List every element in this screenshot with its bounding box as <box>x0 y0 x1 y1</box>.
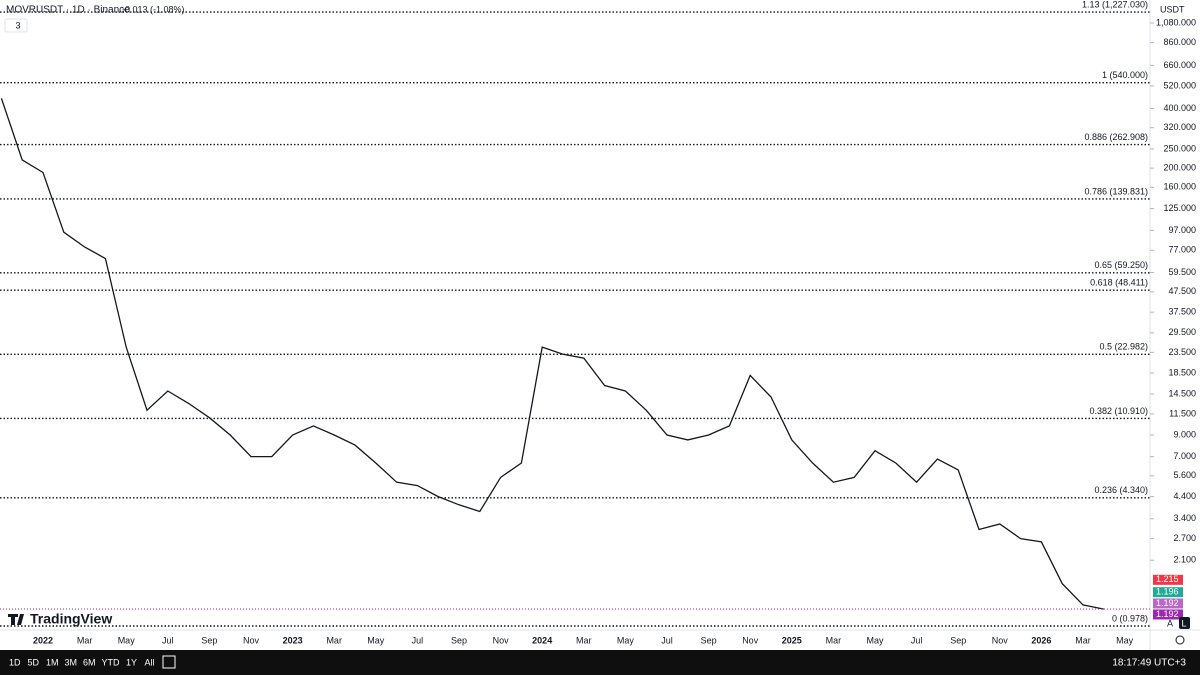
logo: TradingView <box>30 611 112 627</box>
timeframe-button[interactable]: YTD <box>102 657 121 667</box>
y-tick-label: 1,080.000 <box>1156 17 1196 27</box>
fib-label: 1 (540.000) <box>1102 70 1148 80</box>
fib-label: 0.382 (10.910) <box>1089 406 1148 416</box>
fib-label: 0.786 (139.831) <box>1084 186 1148 196</box>
x-tick-label: 2022 <box>33 635 53 645</box>
x-tick-label: Jul <box>412 635 424 645</box>
x-tick-label: 2023 <box>283 635 303 645</box>
y-tick-label: 160.000 <box>1163 182 1196 192</box>
x-tick-label: May <box>367 635 385 645</box>
x-tick-label: Mar <box>326 635 342 645</box>
x-tick-label: Nov <box>992 635 1009 645</box>
x-tick-label: Mar <box>1075 635 1091 645</box>
scale-button-bg[interactable] <box>1179 617 1190 629</box>
price-tag <box>1153 574 1183 585</box>
fib-label: 0.886 (262.908) <box>1084 132 1148 142</box>
y-tick-label: 2.100 <box>1173 555 1196 565</box>
x-tick-label: Nov <box>742 635 759 645</box>
scale-button[interactable]: L <box>1181 618 1186 628</box>
price-tag-label: 1.215 <box>1156 574 1179 584</box>
y-tick-label: 320.000 <box>1163 122 1196 132</box>
clock: 18:17:49 UTC+3 <box>1112 658 1186 669</box>
timeframe-button[interactable]: All <box>145 657 155 667</box>
y-tick-label: 3.400 <box>1173 513 1196 523</box>
x-tick-label: Mar <box>77 635 93 645</box>
x-tick-label: May <box>866 635 884 645</box>
y-tick-label: 860.000 <box>1163 37 1196 47</box>
y-tick-label: 7.000 <box>1173 451 1196 461</box>
fib-label: 0.618 (48.411) <box>1090 278 1148 288</box>
indicators-toggle[interactable] <box>4 18 28 33</box>
x-tick-label: May <box>617 635 635 645</box>
logo-icon <box>8 614 24 625</box>
scale-button[interactable]: A <box>1167 618 1173 628</box>
settings-button[interactable] <box>1175 635 1185 645</box>
timeframe-button[interactable]: 1Y <box>126 657 137 667</box>
timeframe-button[interactable]: 5D <box>28 657 40 667</box>
x-tick-label: 2025 <box>782 635 802 645</box>
fib-label: 0.65 (59.250) <box>1094 260 1148 270</box>
fib-label: 0.236 (4.340) <box>1094 485 1148 495</box>
y-tick-label: 37.500 <box>1168 307 1196 317</box>
x-tick-label: Jul <box>911 635 923 645</box>
price-change: -0.013 (-1.08%) <box>122 4 185 14</box>
y-tick-label: 4.400 <box>1173 491 1196 501</box>
y-tick-label: 23.500 <box>1168 347 1196 357</box>
fib-label: 0 (0.978) <box>1112 613 1148 623</box>
currency-label: USDT <box>1160 4 1185 14</box>
x-tick-label: Mar <box>576 635 592 645</box>
timeframe-button[interactable]: 1M <box>46 657 59 667</box>
fib-label: 1.13 (1,227.030) <box>1082 0 1148 9</box>
indicators-count[interactable]: 3 <box>15 20 20 30</box>
x-tick-label: Sep <box>201 635 217 645</box>
x-tick-label: 2026 <box>1031 635 1051 645</box>
price-line <box>0 98 1104 610</box>
y-tick-label: 125.000 <box>1163 203 1196 213</box>
symbol-title: MOVRUSDT · 1D · Binance <box>6 5 130 16</box>
y-tick-label: 2.700 <box>1173 533 1196 543</box>
y-tick-label: 77.000 <box>1168 245 1196 255</box>
y-tick-label: 14.500 <box>1168 388 1196 398</box>
x-tick-label: May <box>1116 635 1134 645</box>
price-tag <box>1153 598 1183 609</box>
timeframe-button[interactable]: 3M <box>65 657 78 667</box>
x-tick-label: Jul <box>162 635 174 645</box>
y-tick-label: 520.000 <box>1163 80 1196 90</box>
x-tick-label: May <box>118 635 136 645</box>
y-tick-label: 59.500 <box>1168 267 1196 277</box>
x-tick-label: 2024 <box>532 635 552 645</box>
bottom-toolbar <box>0 650 1200 675</box>
price-tag-label: 1.192 <box>1156 598 1179 608</box>
y-tick-label: 400.000 <box>1163 103 1196 113</box>
x-tick-label: Sep <box>451 635 467 645</box>
price-tag-label: 1.196 <box>1156 587 1179 597</box>
x-tick-label: Sep <box>950 635 966 645</box>
y-tick-label: 97.000 <box>1168 225 1196 235</box>
x-tick-label: Sep <box>701 635 717 645</box>
y-tick-label: 250.000 <box>1163 143 1196 153</box>
y-tick-label: 660.000 <box>1163 60 1196 70</box>
x-tick-label: Nov <box>243 635 260 645</box>
x-tick-label: Mar <box>826 635 842 645</box>
y-tick-label: 18.500 <box>1168 367 1196 377</box>
price-tag-label: 1.192 <box>1156 609 1179 619</box>
price-tag <box>1153 609 1183 620</box>
y-tick-label: 47.500 <box>1168 286 1196 296</box>
y-tick-label: 200.000 <box>1163 163 1196 173</box>
price-tag <box>1153 587 1183 598</box>
date-range-button[interactable] <box>162 655 176 669</box>
x-tick-label: Nov <box>493 635 510 645</box>
timeframe-button[interactable]: 1D <box>9 657 21 667</box>
y-tick-label: 9.000 <box>1173 429 1196 439</box>
y-tick-label: 5.600 <box>1173 470 1196 480</box>
y-tick-label: 11.500 <box>1169 408 1196 418</box>
y-tick-label: 29.500 <box>1168 327 1196 337</box>
x-tick-label: Jul <box>661 635 673 645</box>
timeframe-button[interactable]: 6M <box>83 657 96 667</box>
fib-label: 0.5 (22.982) <box>1099 342 1148 352</box>
